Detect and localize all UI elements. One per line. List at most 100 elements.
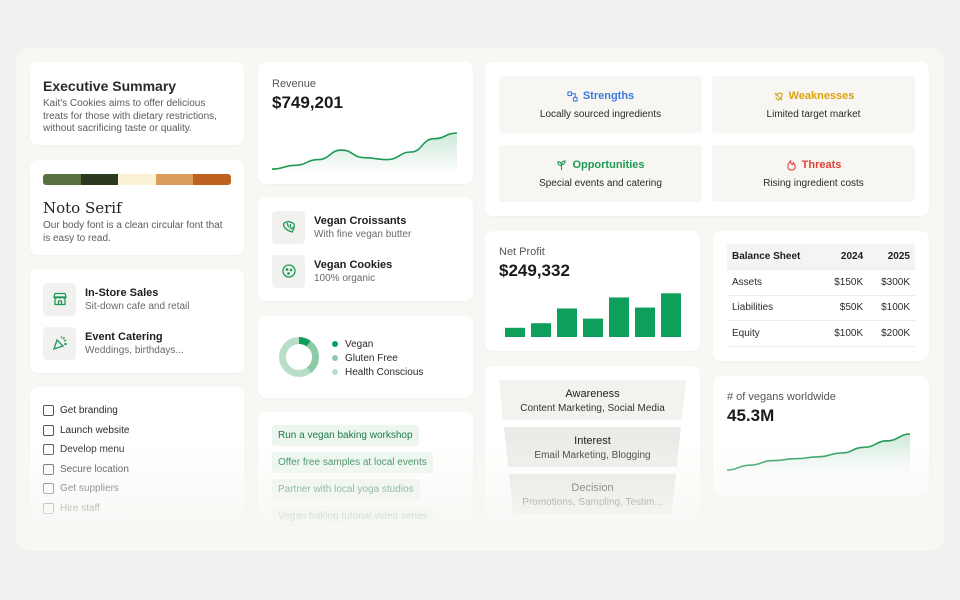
checkbox[interactable] [43,483,54,495]
cookie-icon [272,254,305,288]
revenue-label: Revenue [272,78,317,90]
idea-tag[interactable]: Partner with local yoga studios [272,479,420,500]
revenue-chart [272,132,457,174]
idea-tag[interactable]: Offer free samples at local events [272,452,433,473]
table-cell: $100K [821,320,869,347]
table-row: Liabilities $50K $100K [727,295,915,321]
checklist-label: Launch website [60,424,130,436]
products-card: Vegan Croissants With fine vegan butter … [258,197,473,301]
chart-bar [635,307,655,337]
table-cell: $150K [821,269,869,296]
chart-bar [583,318,603,337]
swot-strengths[interactable]: Strengths Locally sourced ingredients [499,76,702,133]
swot-weaknesses-text: Limited target market [766,109,861,120]
table-cell: $300K [868,269,915,296]
product-item[interactable]: Vegan Croissants With fine vegan butter [272,210,459,244]
checklist-card: Get branding Launch website Develop menu… [30,387,244,537]
idea-tag[interactable]: Run a vegan baking workshop [272,425,419,446]
palette-swatch[interactable] [118,174,156,185]
checkbox[interactable] [43,444,54,456]
product-subtitle: 100% organic [314,272,376,284]
swot-threats-text: Rising ingredient costs [763,178,864,189]
table-cell: Liabilities [727,295,822,321]
palette-swatch[interactable] [155,174,194,185]
chart-bar [505,327,525,337]
checkbox[interactable] [43,424,54,436]
palette-swatch[interactable] [80,174,119,185]
legend-item: Gluten Free [332,351,423,365]
brand-card: Noto Serif Our body font is a clean circ… [30,160,244,255]
swot-threats-title: Threats [801,159,842,171]
table-cell: $50K [821,295,869,321]
funnel-stage-name: Awareness [565,388,620,400]
flame-icon [786,159,796,171]
revenue-value: $749,201 [272,93,343,112]
legend-dot [332,369,338,375]
palette-swatch[interactable] [193,174,231,185]
chart-bar [661,293,681,337]
funnel-stage[interactable]: Awareness Content Marketing, Social Medi… [499,388,686,414]
product-item[interactable]: Vegan Cookies 100% organic [272,254,459,288]
vegans-chart [727,433,910,475]
executive-summary-text: Kait's Cookies aims to offer delicious t… [43,98,217,134]
checkbox[interactable] [43,463,54,475]
table-header: Balance Sheet [727,244,822,270]
checklist-label: Get branding [60,405,118,417]
swot-opportunities[interactable]: Opportunities Special events and caterin… [499,145,702,202]
strength-icon [567,90,578,102]
swot-weaknesses[interactable]: Weaknesses Limited target market [712,76,915,133]
table-row: Equity $100K $200K [727,320,915,347]
table-cell: Equity [727,320,822,347]
funnel-stage[interactable]: Interest Email Marketing, Blogging [504,435,681,461]
swot-threats[interactable]: Threats Rising ingredient costs [712,145,915,202]
table-header: 2024 [821,244,869,270]
executive-summary-title: Executive Summary [43,78,177,94]
service-name: Event Catering [85,330,163,343]
service-subtitle: Weddings, birthdays... [85,344,184,356]
donut-slice [279,337,319,377]
checklist-item[interactable]: Get branding [43,401,231,421]
storefront-icon [43,282,76,316]
funnel-stage-name: Interest [574,435,611,447]
checklist-item[interactable]: Get suppliers [43,479,231,499]
product-subtitle: With fine vegan butter [314,228,412,240]
service-name: In-Store Sales [85,286,159,299]
swot-card: Strengths Locally sourced ingredients We… [485,62,929,216]
idea-tag[interactable]: Vegan baking tutorial video series [272,506,434,527]
checklist-item[interactable]: Secure location [43,460,231,480]
vegans-label: # of vegans worldwide [727,391,836,403]
balance-sheet-card: Balance Sheet 2024 2025 Assets $150K $30… [713,231,929,361]
funnel-stage-channels: Content Marketing, Social Media [520,403,665,414]
service-item[interactable]: Event Catering Weddings, birthdays... [43,326,231,360]
checklist-item[interactable]: Develop menu [43,440,231,460]
font-name: Noto Serif [43,199,122,217]
funnel-stage-name: Decision [571,482,614,494]
palette-swatch[interactable] [43,174,81,185]
croissant-icon [272,210,305,244]
table-header: 2025 [868,244,915,270]
services-card: In-Store Sales Sit-down cafe and retail … [30,269,244,373]
opportunity-icon [557,159,567,170]
service-item[interactable]: In-Store Sales Sit-down cafe and retail [43,282,231,316]
checklist-label: Get suppliers [60,483,119,495]
audience-donut-chart [279,337,319,377]
net-profit-label: Net Profit [499,246,545,258]
checklist-label: Develop menu [60,444,125,456]
table-cell: Assets [727,269,822,296]
checkbox[interactable] [43,502,54,514]
chart-bar [531,323,551,337]
vegans-value: 45.3M [727,406,775,425]
product-name: Vegan Croissants [314,214,407,227]
funnel-stage[interactable]: Decision Promotions, Sampling, Testim... [509,482,676,508]
checkbox[interactable] [43,405,54,417]
legend-label: Health Conscious [345,366,424,378]
table-cell: $100K [868,295,915,321]
legend-item: Health Conscious [332,365,423,379]
audience-legend: Vegan Gluten Free Health Conscious [332,337,423,379]
product-name: Vegan Cookies [314,258,393,271]
checklist-item[interactable]: Hire staff [43,499,231,519]
marketing-funnel-card: Awareness Content Marketing, Social Medi… [485,366,700,541]
chart-series-line [272,132,457,170]
checklist-item[interactable]: Launch website [43,421,231,441]
swot-opportunities-title: Opportunities [572,159,645,171]
